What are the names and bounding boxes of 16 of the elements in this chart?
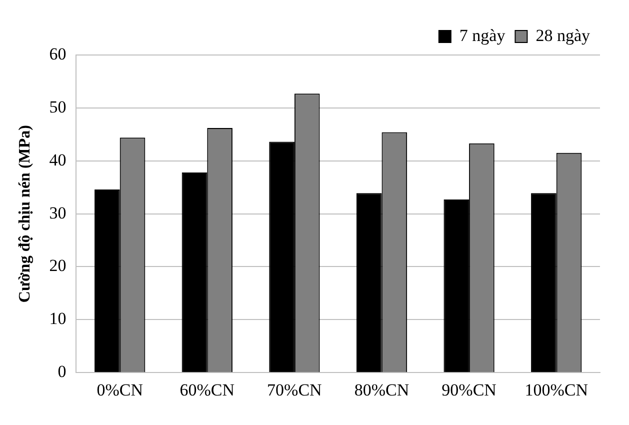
x-tick-label: 100%CN [524, 380, 588, 400]
x-tick-label: 80%CN [354, 380, 410, 400]
y-tick-label: 60 [49, 44, 66, 64]
legend-label: 28 ngày [536, 26, 590, 45]
x-tick-label: 70%CN [267, 380, 322, 400]
x-tick-label: 90%CN [442, 380, 496, 400]
y-tick-label: 0 [58, 362, 66, 382]
y-tick-label: 50 [49, 97, 66, 116]
x-tick-label: 0%CN [96, 380, 143, 400]
y-tick-label: 40 [49, 150, 66, 170]
y-tick-label: 20 [49, 256, 66, 276]
y-axis-title: Cường độ chịu nén (MPa) [16, 125, 34, 303]
y-tick-label: 30 [49, 203, 66, 222]
legend-label: 7 ngày [459, 26, 506, 45]
x-tick-label: 60%CN [180, 380, 235, 400]
y-tick-label: 10 [49, 309, 66, 328]
